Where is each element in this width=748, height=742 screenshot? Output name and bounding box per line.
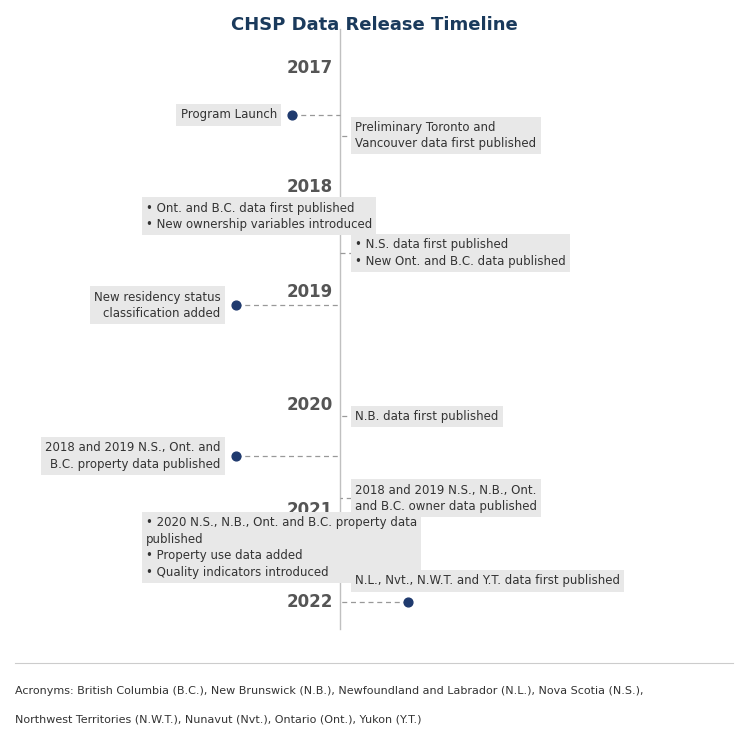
Text: 2017: 2017: [286, 59, 333, 76]
Text: • 2020 N.S., N.B., Ont. and B.C. property data
published
• Property use data add: • 2020 N.S., N.B., Ont. and B.C. propert…: [146, 516, 417, 579]
Point: [286, 109, 298, 121]
Text: • N.S. data first published
• New Ont. and B.C. data published: • N.S. data first published • New Ont. a…: [355, 238, 566, 268]
Point: [230, 300, 242, 312]
Text: New residency status
classification added: New residency status classification adde…: [94, 291, 221, 320]
Point: [514, 247, 526, 259]
Text: 2021: 2021: [286, 501, 333, 519]
Text: 2018: 2018: [286, 178, 333, 196]
Text: 2019: 2019: [286, 283, 333, 301]
Text: 2018 and 2019 N.S., N.B., Ont.
and B.C. owner data published: 2018 and 2019 N.S., N.B., Ont. and B.C. …: [355, 484, 537, 513]
Text: • Ont. and B.C. data first published
• New ownership variables introduced: • Ont. and B.C. data first published • N…: [146, 202, 372, 231]
Text: 2022: 2022: [286, 593, 333, 611]
Text: N.L., Nvt., N.W.T. and Y.T. data first published: N.L., Nvt., N.W.T. and Y.T. data first p…: [355, 574, 620, 588]
Point: [402, 130, 414, 142]
Point: [155, 542, 167, 554]
Text: 2020: 2020: [286, 395, 333, 414]
Text: CHSP Data Release Timeline: CHSP Data Release Timeline: [230, 16, 518, 34]
Point: [230, 450, 242, 462]
Point: [424, 493, 436, 505]
Point: [402, 596, 414, 608]
Text: Program Launch: Program Launch: [180, 108, 277, 122]
Text: N.B. data first published: N.B. data first published: [355, 410, 499, 423]
Point: [155, 210, 167, 222]
Text: Preliminary Toronto and
Vancouver data first published: Preliminary Toronto and Vancouver data f…: [355, 121, 536, 151]
Text: 2018 and 2019 N.S., Ont. and
B.C. property data published: 2018 and 2019 N.S., Ont. and B.C. proper…: [45, 441, 221, 470]
Text: Acronyms: British Columbia (B.C.), New Brunswick (N.B.), Newfoundland and Labrad: Acronyms: British Columbia (B.C.), New B…: [15, 686, 643, 696]
Text: Northwest Territories (N.W.T.), Nunavut (Nvt.), Ontario (Ont.), Yukon (Y.T.): Northwest Territories (N.W.T.), Nunavut …: [15, 715, 421, 725]
Point: [402, 575, 414, 587]
Point: [402, 410, 414, 422]
